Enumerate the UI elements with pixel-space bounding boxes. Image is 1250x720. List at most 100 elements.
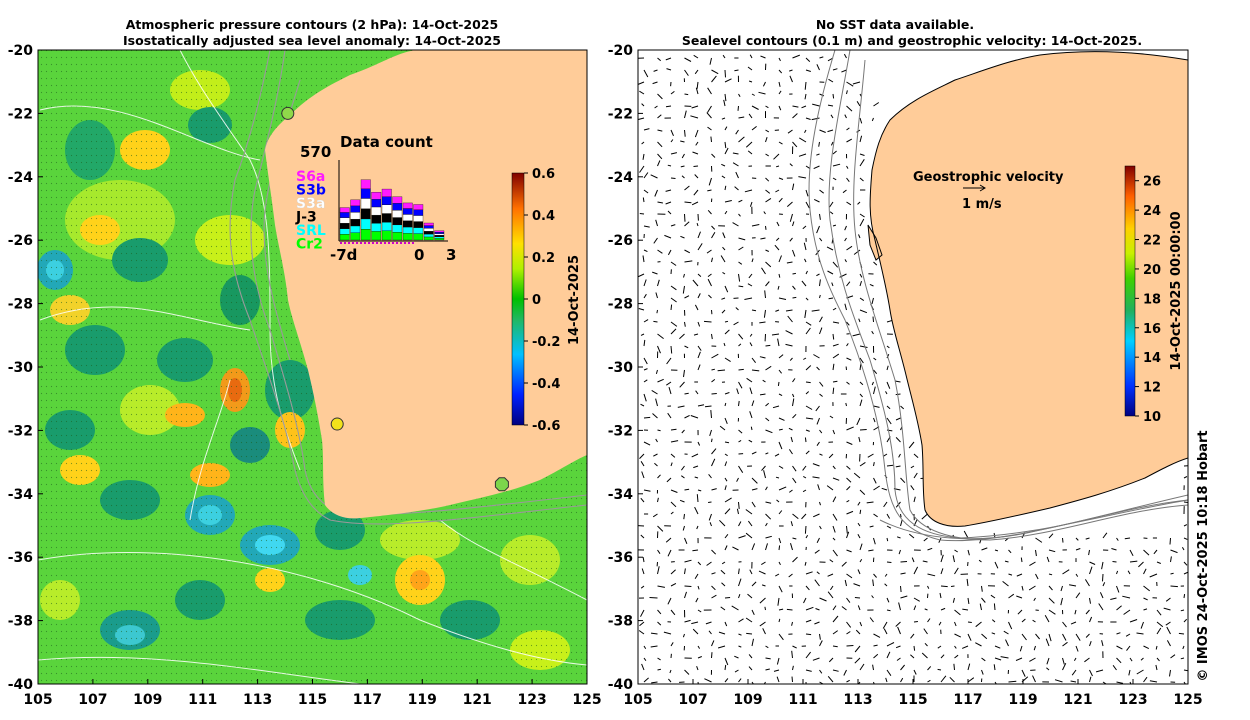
velocity-vector <box>1028 585 1036 591</box>
velocity-vector <box>873 573 877 578</box>
x-tick-label: 125 <box>572 692 601 708</box>
colorbar-tick-label: 26 <box>1143 175 1161 190</box>
velocity-vector <box>640 609 645 617</box>
velocity-vector <box>1099 592 1104 599</box>
velocity-vector <box>724 320 729 323</box>
velocity-vector <box>724 664 727 671</box>
velocity-vector <box>859 117 863 124</box>
velocity-vector <box>734 669 739 673</box>
velocity-vector <box>1089 676 1092 683</box>
velocity-vector <box>1129 681 1132 684</box>
velocity-vector <box>819 213 821 220</box>
velocity-vector <box>859 345 868 348</box>
velocity-vector <box>775 237 780 241</box>
velocity-vector <box>895 437 901 443</box>
velocity-vector <box>1062 569 1070 575</box>
velocity-vector <box>872 579 874 587</box>
velocity-vector <box>872 664 874 671</box>
velocity-vector <box>775 309 780 312</box>
velocity-vector <box>1016 595 1023 599</box>
velocity-vector <box>967 663 971 671</box>
velocity-vector <box>655 398 658 407</box>
velocity-vector <box>805 297 809 301</box>
velocity-vector <box>812 476 820 479</box>
velocity-vector <box>816 225 820 234</box>
velocity-vector <box>773 669 780 672</box>
velocity-vector <box>778 297 787 300</box>
velocity-vector <box>670 152 678 155</box>
velocity-vector <box>1116 605 1122 611</box>
velocity-vector <box>859 621 863 627</box>
velocity-vector <box>856 101 861 107</box>
station-marker[interactable] <box>494 477 509 492</box>
velocity-vector <box>657 333 664 339</box>
velocity-vector <box>845 402 847 407</box>
velocity-vector <box>1129 560 1138 563</box>
velocity-vector <box>885 391 888 395</box>
velocity-vector <box>711 572 716 575</box>
velocity-vector <box>738 439 742 443</box>
velocity-vector <box>1170 585 1178 588</box>
velocity-vector <box>745 617 753 623</box>
velocity-vector <box>720 255 726 263</box>
velocity-vector <box>829 211 834 215</box>
velocity-vector <box>804 129 807 133</box>
velocity-vector <box>760 55 766 59</box>
velocity-vector <box>886 513 891 519</box>
velocity-vector <box>1021 633 1027 641</box>
inset-max-label: 570 <box>300 143 331 161</box>
station-marker[interactable] <box>281 106 295 120</box>
station-marker[interactable] <box>330 417 344 431</box>
velocity-vector <box>830 114 834 119</box>
velocity-vector <box>805 651 811 659</box>
velocity-vector <box>751 357 756 364</box>
velocity-vector <box>711 393 717 395</box>
right-land <box>870 51 1188 527</box>
velocity-vector <box>778 354 784 359</box>
velocity-vector <box>670 261 677 266</box>
colorbar-tick-label: 14 <box>1143 351 1161 366</box>
velocity-vector <box>639 213 645 215</box>
velocity-vector <box>1008 621 1013 630</box>
velocity-vector <box>765 668 770 671</box>
velocity-vector <box>841 69 847 73</box>
velocity-vector <box>967 677 975 683</box>
velocity-vector <box>762 81 766 87</box>
left-title: Atmospheric pressure contours (2 hPa): 1… <box>126 17 498 32</box>
velocity-vector <box>1084 579 1090 587</box>
velocity-vector <box>869 525 874 528</box>
velocity-vector <box>832 537 836 541</box>
velocity-vector <box>1143 597 1148 601</box>
velocity-vector <box>738 578 742 587</box>
velocity-vector <box>670 511 674 515</box>
velocity-vector <box>724 477 728 482</box>
velocity-vector <box>738 246 744 251</box>
velocity-vector <box>811 117 820 121</box>
velocity-vector <box>776 499 780 503</box>
velocity-vector <box>910 654 915 659</box>
velocity-vector <box>738 199 743 203</box>
velocity-vector <box>994 549 999 552</box>
colorbar-tick-label: 22 <box>1143 234 1161 249</box>
velocity-vector <box>778 90 782 95</box>
velocity-vector <box>665 57 672 61</box>
inset-xlabel-zero: 0 <box>414 246 424 264</box>
velocity-vector <box>751 93 755 96</box>
velocity-vector <box>846 90 848 95</box>
velocity-vector <box>816 273 820 277</box>
velocity-vector <box>792 183 795 191</box>
velocity-vector <box>819 279 821 287</box>
velocity-vector <box>723 99 726 107</box>
velocity-vector <box>1101 561 1104 570</box>
velocity-scale-label: 1 m/s <box>962 197 1002 212</box>
velocity-vector <box>1166 640 1171 647</box>
velocity-vector <box>846 426 854 431</box>
velocity-vector <box>738 368 744 371</box>
velocity-vector <box>792 285 796 290</box>
velocity-vector <box>745 509 753 515</box>
velocity-vector <box>670 489 678 493</box>
velocity-vector <box>1089 561 1096 565</box>
velocity-vector <box>653 320 658 323</box>
velocity-vector <box>1182 645 1185 650</box>
